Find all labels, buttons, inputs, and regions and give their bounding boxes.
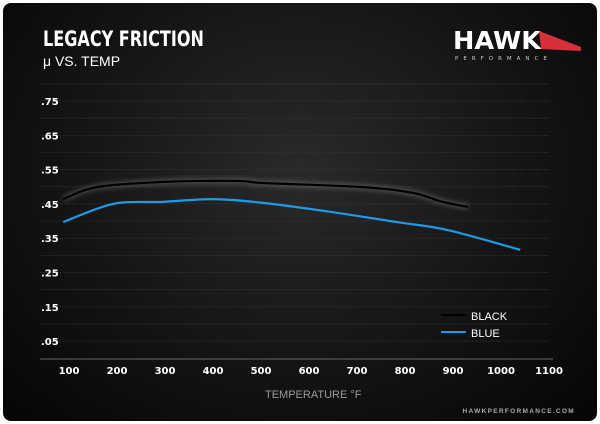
x-tick-label: 600 [299,366,320,377]
website-label: HAWKPERFORMANCE.COM [462,408,575,415]
x-tick-label: 700 [347,366,368,377]
y-tick-label: .35 [41,234,59,245]
x-tick-label: 100 [59,366,80,377]
x-tick-label: 1100 [535,366,563,377]
x-tick-label: 500 [251,366,272,377]
chart-title: LEGACY FRICTION [43,27,204,51]
y-tick-label: .65 [41,131,59,142]
x-tick-label: 800 [395,366,416,377]
legend: BLACK BLUE [441,311,508,340]
x-tick-label: 300 [155,366,176,377]
x-tick-label: 200 [107,366,128,377]
y-tick-label: .45 [41,200,59,211]
y-tick-label: .05 [41,337,59,348]
x-tick-label: 900 [443,366,464,377]
legend-blue-label: BLUE [471,328,500,340]
logo-wing-icon [539,31,581,51]
series-black-line [62,179,469,209]
legend-black-label: BLACK [471,311,508,323]
chart-card: LEGACY FRICTION μ VS. TEMP HAWK PERFORMA… [3,3,597,421]
series-blue-line [62,197,521,251]
hawk-logo: HAWK PERFORMANCE [453,26,581,62]
y-tick-label: .25 [41,269,59,280]
logo-text: HAWK [453,26,543,55]
x-tick-label: 1000 [487,366,515,377]
chart-subtitle: μ VS. TEMP [43,53,121,69]
logo-tagline: PERFORMANCE [455,56,552,62]
x-tick-label: 400 [203,366,224,377]
x-axis-label: TEMPERATURE °F [265,389,362,401]
y-tick-label: .15 [41,303,59,314]
y-tick-label: .75 [41,97,59,108]
y-tick-label: .55 [41,166,59,177]
